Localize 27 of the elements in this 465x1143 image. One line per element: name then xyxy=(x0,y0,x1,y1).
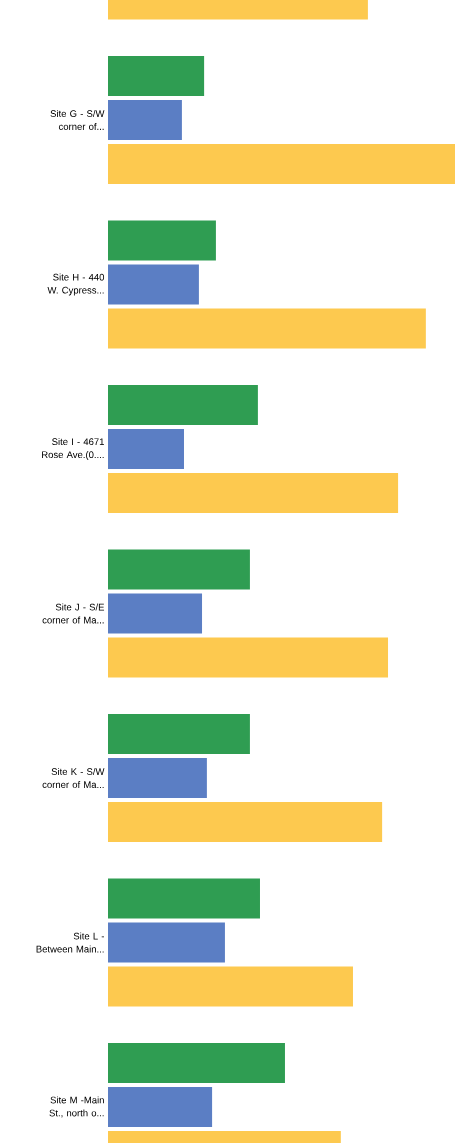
bar xyxy=(108,428,184,469)
bar xyxy=(108,966,353,1007)
bar xyxy=(108,714,250,754)
bar xyxy=(108,1043,285,1083)
bar xyxy=(108,473,399,513)
y-tick-label: Site M -Main St., north o... xyxy=(49,1096,104,1118)
bar xyxy=(108,308,426,349)
bar xyxy=(108,758,207,799)
bar xyxy=(108,99,182,140)
y-tick-label: Site H - 440 W. Cypress... xyxy=(47,273,105,296)
bar xyxy=(108,802,383,843)
y-tick-label: Site J - S/E corner of Ma... xyxy=(42,603,105,624)
bar xyxy=(108,384,258,425)
bar xyxy=(108,878,260,919)
bar xyxy=(108,637,389,678)
y-tick-label: Site G - S/W corner of... xyxy=(50,110,105,130)
y-tick-label: Site I - 4671 Rose Ave.(0.... xyxy=(42,438,104,460)
bar xyxy=(108,922,225,963)
bar xyxy=(108,55,205,96)
y-tick-label: Site L - Between Main... xyxy=(36,932,105,953)
y-tick-label: Site K - S/W corner of Ma... xyxy=(42,768,105,788)
bar xyxy=(108,1087,213,1128)
bar xyxy=(108,549,250,590)
bar xyxy=(108,264,199,305)
bar xyxy=(108,220,216,261)
bar xyxy=(108,143,455,184)
bar xyxy=(108,593,203,634)
